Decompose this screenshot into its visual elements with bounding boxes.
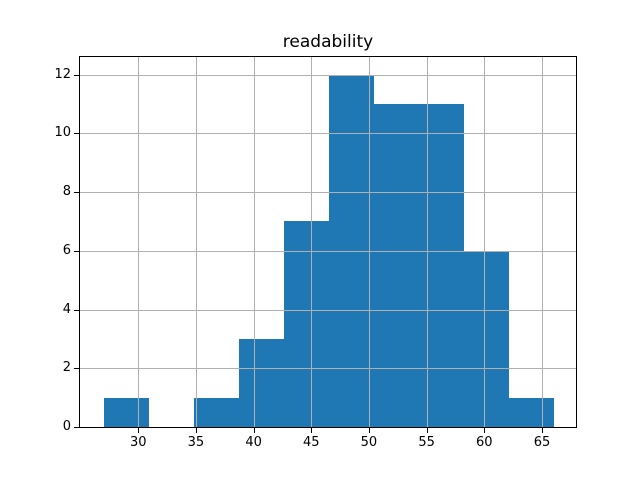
x-axis-tick [484,428,486,433]
grid-line-x [195,57,197,427]
x-axis-tick [138,428,140,433]
y-axis-tick [74,74,79,76]
y-tick-label: 0 [62,419,71,434]
grid-line-y [80,427,576,428]
x-tick-label: 55 [418,435,435,450]
y-tick-label: 12 [54,66,71,82]
y-axis-tick [74,192,79,194]
grid-line-y [80,309,576,311]
grid-line-y [80,74,576,76]
grid-line-y [80,192,576,194]
x-tick-label: 60 [476,435,493,450]
histogram-bar [463,250,509,427]
histogram-bar [193,397,239,427]
x-axis-tick [311,428,313,433]
y-axis-tick [74,368,79,370]
y-tick-label: 4 [62,301,71,317]
histogram-bar [373,104,419,427]
x-axis-tick [542,428,543,433]
x-tick-label: 50 [360,435,378,450]
y-axis-tick [74,250,79,252]
x-axis-tick [368,428,370,433]
y-tick-label: 6 [62,242,71,258]
y-axis-tick [74,427,79,428]
x-axis-tick [195,428,197,433]
grid-line-x [484,57,486,427]
y-axis-tick [74,133,79,135]
x-axis-tick [253,428,255,433]
grid-line-x [542,57,543,427]
grid-line-x [253,57,255,427]
x-tick-label: 40 [245,435,262,450]
plot-area [79,56,577,428]
x-tick-label: 35 [187,435,205,450]
grid-line-y [80,368,576,370]
y-axis-tick [74,309,79,311]
x-tick-label: 30 [130,435,147,450]
histogram-bar [238,338,284,427]
x-tick-label: 45 [303,435,320,450]
histogram-bar [508,397,554,427]
histogram-bar [103,397,149,427]
grid-line-x [138,57,140,427]
grid-line-x [311,57,313,427]
grid-line-x [426,57,428,427]
grid-line-y [80,133,576,135]
y-tick-label: 2 [62,360,71,376]
x-tick-label: 65 [533,435,551,450]
grid-line-x [368,57,370,427]
grid-line-y [80,250,576,252]
histogram-bar [283,221,329,427]
histogram-bar [418,104,464,427]
x-axis-tick [426,428,428,433]
y-tick-label: 10 [54,125,71,141]
chart-title: readability [282,32,374,52]
y-tick-label: 8 [62,184,71,200]
